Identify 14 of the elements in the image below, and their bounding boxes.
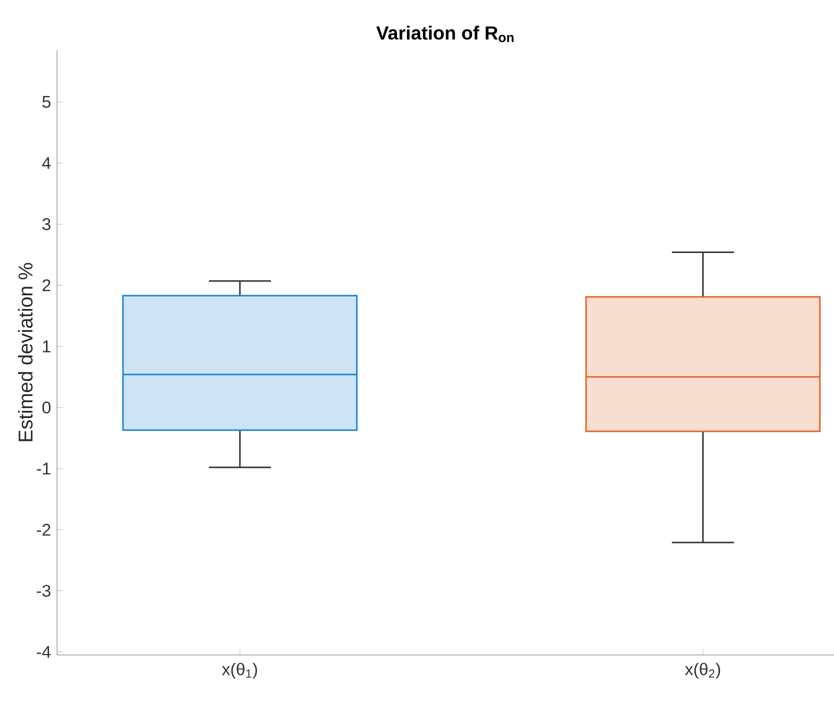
y-tick-label: 1 bbox=[43, 340, 50, 352]
y-tick-label: 0 bbox=[42, 401, 51, 414]
chart-title: Variation of R$_{on}$ bbox=[376, 26, 514, 42]
y-axis-title: Estimed deviation % bbox=[18, 262, 33, 442]
y-tick-label: -2 bbox=[36, 524, 50, 536]
y-tick-label: -4 bbox=[36, 646, 51, 658]
y-tick-label: 3 bbox=[42, 218, 50, 230]
y-tick-label: 4 bbox=[42, 157, 51, 169]
y-tick-label: -3 bbox=[36, 584, 50, 597]
y-tick-label: 5 bbox=[42, 96, 50, 108]
x-tick-label: x(θ$_{1}$) bbox=[222, 662, 257, 679]
y-tick-label: 2 bbox=[42, 279, 50, 292]
y-tick-label: -1 bbox=[36, 462, 50, 474]
x-tick-label: x(θ$_{2}$) bbox=[685, 662, 720, 679]
